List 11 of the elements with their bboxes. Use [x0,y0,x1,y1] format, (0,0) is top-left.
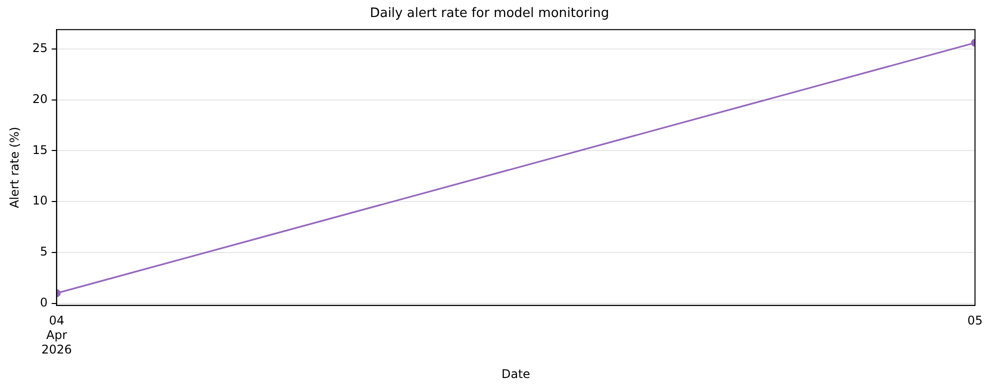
y-tick-label: 15 [32,142,48,157]
y-tick-label: 5 [40,244,48,259]
x-axis-title: Date [501,366,530,381]
y-tick-label: 20 [32,92,48,106]
y-tick-label: 10 [32,194,48,208]
x-tick-label: 04 Apr 2026 [41,314,72,357]
y-tick-label: 0 [40,295,48,310]
chart-title: Daily alert rate for model monitoring [370,6,610,22]
y-tick-label: 25 [32,41,48,56]
y-axis-title: Alert rate (%) [7,126,22,208]
x-tick-label: 05 [967,314,983,328]
